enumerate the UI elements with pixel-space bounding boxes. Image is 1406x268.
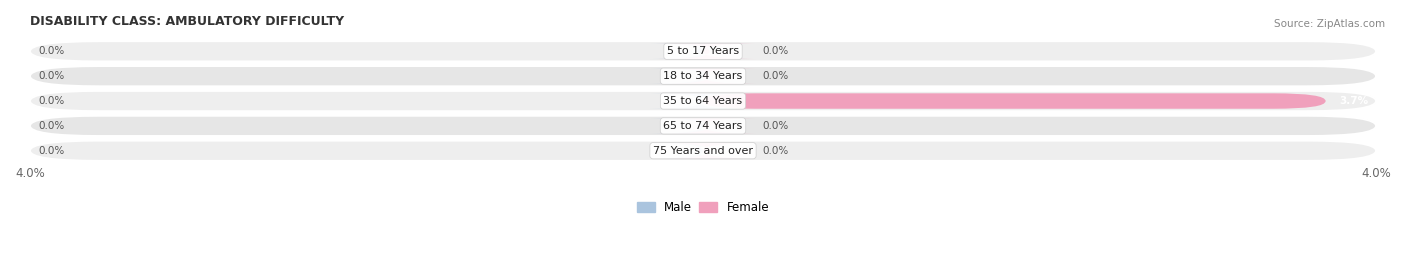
Text: 0.0%: 0.0%: [762, 146, 789, 156]
Text: 0.0%: 0.0%: [38, 71, 65, 81]
FancyBboxPatch shape: [30, 116, 1376, 136]
FancyBboxPatch shape: [30, 41, 1376, 62]
Text: Source: ZipAtlas.com: Source: ZipAtlas.com: [1274, 19, 1385, 29]
FancyBboxPatch shape: [651, 118, 748, 133]
Text: 0.0%: 0.0%: [762, 121, 789, 131]
Text: 75 Years and over: 75 Years and over: [652, 146, 754, 156]
Text: 0.0%: 0.0%: [38, 121, 65, 131]
Text: DISABILITY CLASS: AMBULATORY DIFFICULTY: DISABILITY CLASS: AMBULATORY DIFFICULTY: [30, 15, 344, 28]
FancyBboxPatch shape: [651, 68, 748, 84]
FancyBboxPatch shape: [658, 143, 755, 158]
Text: 0.0%: 0.0%: [38, 96, 65, 106]
Legend: Male, Female: Male, Female: [633, 196, 773, 219]
Text: 35 to 64 Years: 35 to 64 Years: [664, 96, 742, 106]
Text: 65 to 74 Years: 65 to 74 Years: [664, 121, 742, 131]
FancyBboxPatch shape: [703, 93, 1326, 109]
FancyBboxPatch shape: [651, 143, 748, 158]
Text: 18 to 34 Years: 18 to 34 Years: [664, 71, 742, 81]
Text: 0.0%: 0.0%: [762, 71, 789, 81]
FancyBboxPatch shape: [658, 118, 755, 133]
Text: 0.0%: 0.0%: [38, 46, 65, 56]
FancyBboxPatch shape: [658, 44, 755, 59]
FancyBboxPatch shape: [30, 66, 1376, 86]
Text: 0.0%: 0.0%: [762, 46, 789, 56]
Text: 5 to 17 Years: 5 to 17 Years: [666, 46, 740, 56]
FancyBboxPatch shape: [651, 93, 748, 109]
FancyBboxPatch shape: [30, 91, 1376, 111]
Text: 3.7%: 3.7%: [1339, 96, 1368, 106]
FancyBboxPatch shape: [658, 68, 755, 84]
FancyBboxPatch shape: [651, 44, 748, 59]
FancyBboxPatch shape: [30, 140, 1376, 161]
Text: 0.0%: 0.0%: [38, 146, 65, 156]
